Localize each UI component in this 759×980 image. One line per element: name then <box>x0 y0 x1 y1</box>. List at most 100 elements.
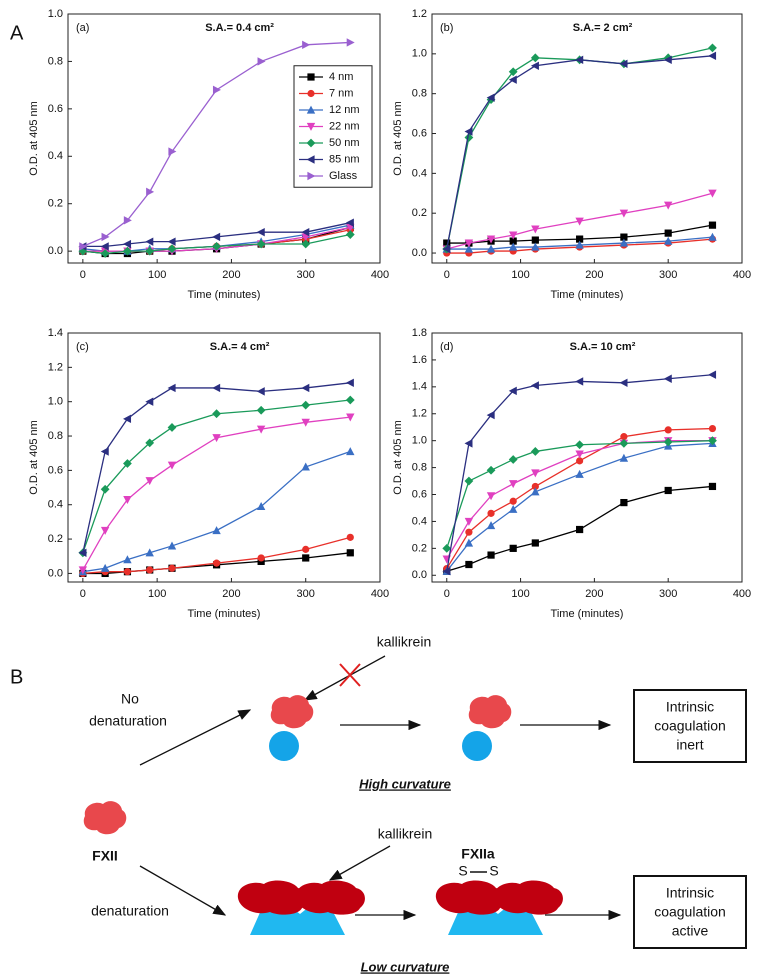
marker <box>301 239 311 249</box>
marker <box>487 509 495 517</box>
y-tick-label: 0.0 <box>48 567 63 579</box>
marker <box>530 381 539 390</box>
marker <box>168 147 177 156</box>
marker <box>619 59 628 68</box>
marker <box>664 229 672 237</box>
marker <box>100 447 109 456</box>
x-tick-label: 0 <box>80 269 86 281</box>
marker <box>531 236 539 244</box>
marker <box>509 544 517 552</box>
marker <box>345 230 355 239</box>
y-axis-label: O.D. at 405 nm <box>392 420 404 495</box>
marker <box>78 548 87 558</box>
marker <box>708 370 717 379</box>
plot-frame <box>67 332 381 583</box>
legend-label: 22 nm <box>329 120 360 132</box>
x-tick-label: 400 <box>733 588 751 600</box>
y-tick-label: 1.0 <box>48 8 63 20</box>
marker <box>145 397 154 406</box>
y-tick-label: 1.2 <box>412 8 427 20</box>
marker <box>708 51 717 61</box>
branch-label: denaturation <box>91 903 169 919</box>
legend-marker <box>307 89 315 98</box>
marker <box>663 55 672 65</box>
y-tick-label: 0.6 <box>48 103 63 115</box>
marker <box>486 93 495 102</box>
marker <box>101 232 110 242</box>
marker <box>619 238 629 247</box>
legend-label: Glass <box>329 170 358 182</box>
bond-label: S <box>458 863 467 879</box>
marker <box>509 497 517 505</box>
marker <box>575 55 584 65</box>
marker <box>212 559 221 567</box>
x-tick-label: 200 <box>222 269 240 281</box>
x-tick-label: 400 <box>371 588 389 600</box>
marker <box>212 434 221 443</box>
marker <box>123 246 132 256</box>
marker <box>663 374 672 383</box>
marker <box>212 526 221 535</box>
nanoparticle <box>462 731 492 761</box>
marker <box>442 244 451 254</box>
x-tick-label: 0 <box>444 588 450 600</box>
marker <box>508 75 517 84</box>
marker <box>100 242 109 251</box>
plot-frame <box>67 13 381 264</box>
marker <box>619 438 629 448</box>
marker <box>168 564 176 572</box>
marker <box>464 439 473 448</box>
y-tick-label: 0.8 <box>412 88 427 100</box>
marker <box>619 378 628 387</box>
marker <box>345 218 354 227</box>
outcome-text: active <box>672 923 709 939</box>
chart-title: S.A.= 0.4 cm² <box>205 22 274 34</box>
marker <box>486 244 496 253</box>
x-tick-label: 200 <box>585 588 603 600</box>
marker <box>100 484 110 494</box>
marker <box>212 242 221 251</box>
caption: Low curvature <box>361 959 450 974</box>
marker <box>167 383 176 393</box>
x-tick-label: 100 <box>148 269 166 281</box>
protein-label: FXII <box>92 848 118 864</box>
marker <box>530 53 540 63</box>
marker <box>708 482 717 491</box>
x-tick-label: 100 <box>511 588 529 600</box>
y-tick-label: 0.6 <box>412 127 427 139</box>
marker <box>508 504 518 513</box>
marker <box>256 502 266 511</box>
marker <box>508 386 517 396</box>
marker <box>464 517 474 526</box>
marker <box>464 538 474 547</box>
plot-frame <box>431 13 743 264</box>
chart-title: S.A.= 2 cm² <box>573 22 633 34</box>
x-tick-label: 200 <box>585 269 603 281</box>
marker <box>576 525 584 534</box>
y-axis-label: O.D. at 405 nm <box>28 101 40 176</box>
y-tick-label: 0.0 <box>412 569 427 581</box>
marker <box>123 216 132 225</box>
marker <box>664 426 672 434</box>
x-tick-label: 200 <box>222 588 240 600</box>
marker <box>346 38 355 47</box>
marker <box>486 465 496 475</box>
marker <box>576 457 584 465</box>
arrow <box>139 865 227 916</box>
marker <box>345 378 354 387</box>
legend-label: 4 nm <box>329 71 353 83</box>
marker <box>531 482 539 491</box>
marker <box>212 85 221 95</box>
marker <box>346 413 355 422</box>
marker <box>530 447 540 456</box>
y-tick-label: 0.4 <box>412 167 427 179</box>
marker <box>167 541 177 550</box>
x-axis-label: Time (minutes) <box>551 608 624 620</box>
marker <box>464 244 474 253</box>
marker <box>663 437 673 447</box>
arrow <box>328 845 391 881</box>
product-label: FXIIa <box>461 846 495 862</box>
outcome-text: coagulation <box>654 718 726 734</box>
marker <box>257 554 265 562</box>
